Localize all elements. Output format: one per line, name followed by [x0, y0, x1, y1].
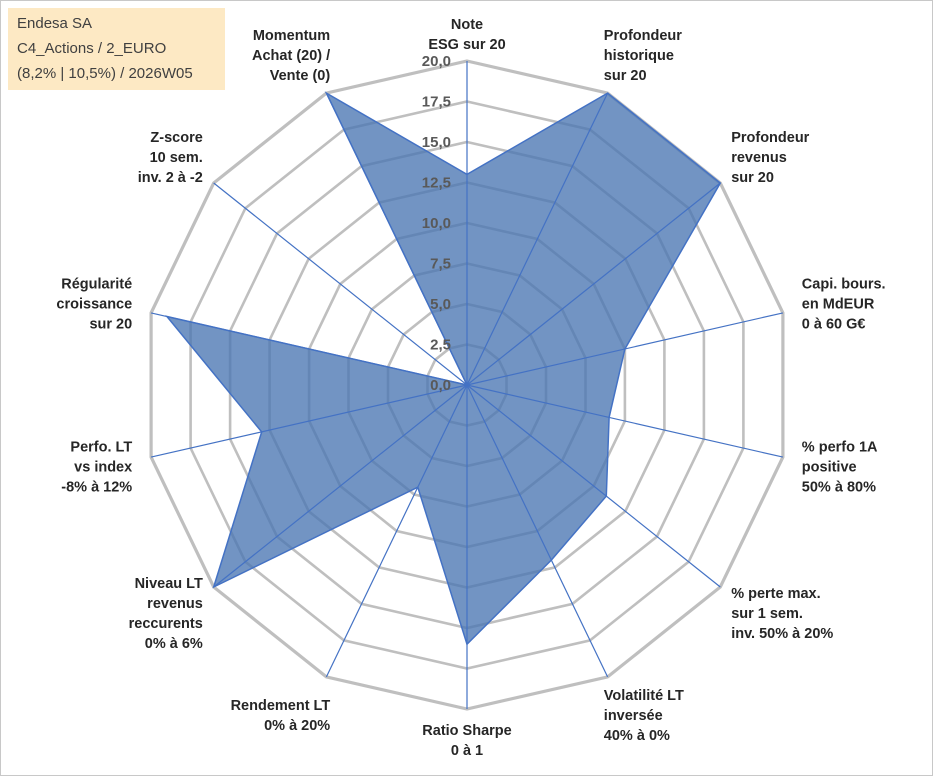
tick-label: 0,0	[430, 377, 451, 394]
spoke-layer	[150, 61, 784, 709]
axis-label-group: Volatilité LT inversée 40% à 0%	[604, 688, 684, 744]
axis-label: sur 20	[731, 170, 774, 186]
axis-spoke	[466, 312, 784, 386]
axis-label-group: Z-score 10 sem. inv. 2 à -2	[138, 130, 203, 186]
axis-label-group: Ratio Sharpe 0 à 1	[422, 723, 511, 759]
axis-label-group: Perfo. LT vs index -8% à 12%	[61, 439, 132, 495]
axis-spoke	[213, 182, 468, 386]
axis-spoke	[213, 384, 468, 588]
axis-label: 0% à 6%	[145, 636, 203, 652]
axis-spoke	[466, 384, 721, 588]
axis-label-group: Capi. bours. en MdEUR 0 à 60 G€	[802, 277, 886, 333]
axis-label-group: Momentum Achat (20) / Vente (0)	[252, 28, 330, 84]
axis-label: 10 sem.	[150, 150, 203, 166]
axis-label: inversée	[604, 708, 663, 724]
axis-spoke	[150, 312, 468, 386]
axis-labels: Note ESG sur 20 Profondeur historique sur 20…	[56, 17, 885, 759]
axis-label: Note	[451, 17, 483, 33]
axis-label: inv. 50% à 20%	[731, 626, 833, 642]
axis-label: sur 20	[89, 317, 132, 333]
axis-label: % perte max.	[731, 586, 820, 602]
tick-label: 20,0	[422, 53, 451, 70]
axis-spoke	[150, 384, 468, 458]
tick-label: 5,0	[430, 296, 451, 313]
axis-spoke	[466, 92, 609, 386]
axis-label: vs index	[74, 459, 132, 475]
axis-label: ESG sur 20	[428, 37, 505, 53]
axis-spoke	[466, 384, 609, 678]
axis-label: 40% à 0%	[604, 728, 670, 744]
info-line-company: Endesa SA	[17, 15, 93, 32]
axis-spoke	[325, 384, 468, 678]
tick-label: 7,5	[430, 256, 451, 273]
axis-spoke	[466, 384, 784, 458]
axis-label: Régularité	[61, 277, 132, 293]
axis-label-group: Régularité croissance sur 20	[56, 277, 132, 333]
axis-label-group: Niveau LT revenus reccurents 0% à 6%	[129, 576, 203, 652]
axis-label: % perfo 1A	[802, 439, 878, 455]
axis-label: 0 à 60 G€	[802, 317, 866, 333]
axis-label-group: Profondeur historique sur 20	[604, 28, 682, 84]
axis-label: Momentum	[253, 28, 330, 44]
tick-label: 2,5	[430, 337, 451, 354]
axis-label: historique	[604, 48, 674, 64]
axis-label: sur 20	[604, 68, 647, 84]
axis-label-group: % perfo 1A positive 50% à 80%	[802, 439, 878, 495]
info-line-category: C4_Actions / 2_EURO	[17, 40, 167, 57]
axis-label: 0% à 20%	[264, 718, 330, 734]
axis-label-group: Profondeur revenus sur 20	[731, 130, 809, 186]
axis-spoke	[466, 182, 721, 386]
axis-label: Vente (0)	[270, 68, 331, 84]
axis-label: revenus	[147, 596, 203, 612]
tick-label: 15,0	[422, 134, 451, 151]
axis-label-group: Rendement LT 0% à 20%	[231, 698, 331, 734]
axis-label: en MdEUR	[802, 297, 875, 313]
axis-label: inv. 2 à -2	[138, 170, 203, 186]
axis-label: Niveau LT	[135, 576, 203, 592]
axis-label: sur 1 sem.	[731, 606, 803, 622]
axis-label: Rendement LT	[231, 698, 331, 714]
axis-label: Volatilité LT	[604, 688, 684, 704]
tick-label: 17,5	[422, 94, 451, 111]
axis-label: Profondeur	[731, 130, 809, 146]
axis-label: Perfo. LT	[70, 439, 132, 455]
axis-label: Profondeur	[604, 28, 682, 44]
tick-labels: 0,0 2,5 5,0 7,5 10,0 12,5 15,0 17,5 20,0	[422, 53, 451, 394]
tick-label: 12,5	[422, 175, 451, 192]
axis-spoke	[325, 92, 468, 386]
axis-label: positive	[802, 459, 857, 475]
axis-label-group: Note ESG sur 20	[428, 17, 505, 53]
axis-label: Z-score	[150, 130, 202, 146]
axis-label: 50% à 80%	[802, 479, 876, 495]
axis-label: -8% à 12%	[61, 479, 132, 495]
info-box: Endesa SA C4_Actions / 2_EURO (8,2% | 10…	[8, 8, 225, 90]
axis-label: 0 à 1	[451, 743, 483, 759]
info-line-period: (8,2% | 10,5%) / 2026W05	[17, 65, 193, 82]
axis-label: Achat (20) /	[252, 48, 330, 64]
axis-label: Ratio Sharpe	[422, 723, 511, 739]
tick-label: 10,0	[422, 215, 451, 232]
axis-label: revenus	[731, 150, 787, 166]
axis-label: Capi. bours.	[802, 277, 886, 293]
axis-label: croissance	[56, 297, 132, 313]
axis-label: reccurents	[129, 616, 203, 632]
axis-label-group: % perte max. sur 1 sem. inv. 50% à 20%	[731, 586, 833, 642]
